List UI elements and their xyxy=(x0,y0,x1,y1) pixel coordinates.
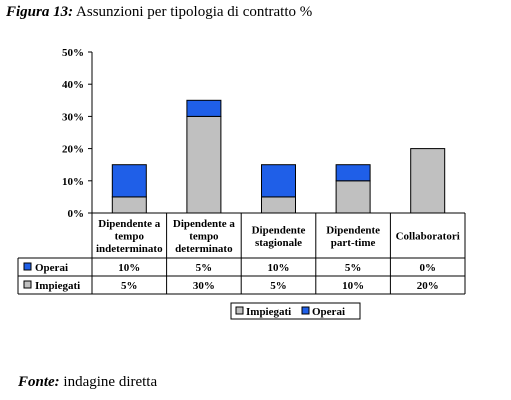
bar-impiegati xyxy=(111,196,147,214)
y-tick-label: 20% xyxy=(62,144,84,156)
legend-box xyxy=(230,302,361,320)
figure-title-text: Assunzioni per tipologia di contratto % xyxy=(76,4,313,20)
bar-operai xyxy=(111,164,147,198)
y-tick-label: 40% xyxy=(62,79,84,91)
bar-operai xyxy=(186,99,222,117)
table-series-name: Operai xyxy=(35,262,68,274)
y-tick-label: 50% xyxy=(62,47,84,59)
source-note: Fonte: indagine diretta xyxy=(18,374,157,391)
table-value: 10% xyxy=(268,262,290,274)
y-tick-label: 10% xyxy=(62,176,84,188)
table-value: 5% xyxy=(196,262,213,274)
bar-operai xyxy=(261,164,296,198)
table-value: 30% xyxy=(193,280,215,292)
table-value: 10% xyxy=(118,262,140,274)
table-value: 5% xyxy=(345,262,362,274)
bar-impiegati xyxy=(335,180,371,214)
source-text: indagine diretta xyxy=(63,374,158,390)
bar-impiegati xyxy=(261,196,296,214)
table-value: 20% xyxy=(417,280,439,292)
legend-label: Operai xyxy=(312,306,345,318)
table-value: 10% xyxy=(342,280,364,292)
category-label: Dipendente stagionale xyxy=(252,224,306,249)
table-value: 0% xyxy=(419,262,436,274)
table-value: 5% xyxy=(270,280,287,292)
table-value: 5% xyxy=(121,280,138,292)
bar-impiegati xyxy=(186,115,222,214)
y-tick-label: 0% xyxy=(68,208,85,220)
table-series-name: Impiegati xyxy=(35,280,80,292)
stacked-bar-chart: 0% 10% 20% 30% 40% 50% Dipendente a tempo indete… xyxy=(17,47,466,320)
category-label: Dipendente a tempo indeterminato xyxy=(96,218,163,255)
category-label: Collaboratori xyxy=(396,231,460,243)
bar-impiegati xyxy=(410,148,446,214)
category-label: Dipendente part-time xyxy=(326,224,380,249)
y-tick-label: 30% xyxy=(62,111,84,123)
legend-key-operai xyxy=(301,306,310,315)
legend-label: Impiegati xyxy=(246,306,291,318)
bar-operai xyxy=(335,164,371,182)
table-legend-key-impiegati xyxy=(23,280,32,289)
legend-key-impiegati xyxy=(235,306,244,315)
source-label: Fonte: xyxy=(18,374,60,390)
figure-title: Figura 13: Assunzioni per tipologia di c… xyxy=(6,4,312,21)
table-legend-key-operai xyxy=(23,262,32,271)
category-label: Dipendente a tempo determinato xyxy=(173,218,236,255)
figure-label: Figura 13: xyxy=(6,4,74,20)
